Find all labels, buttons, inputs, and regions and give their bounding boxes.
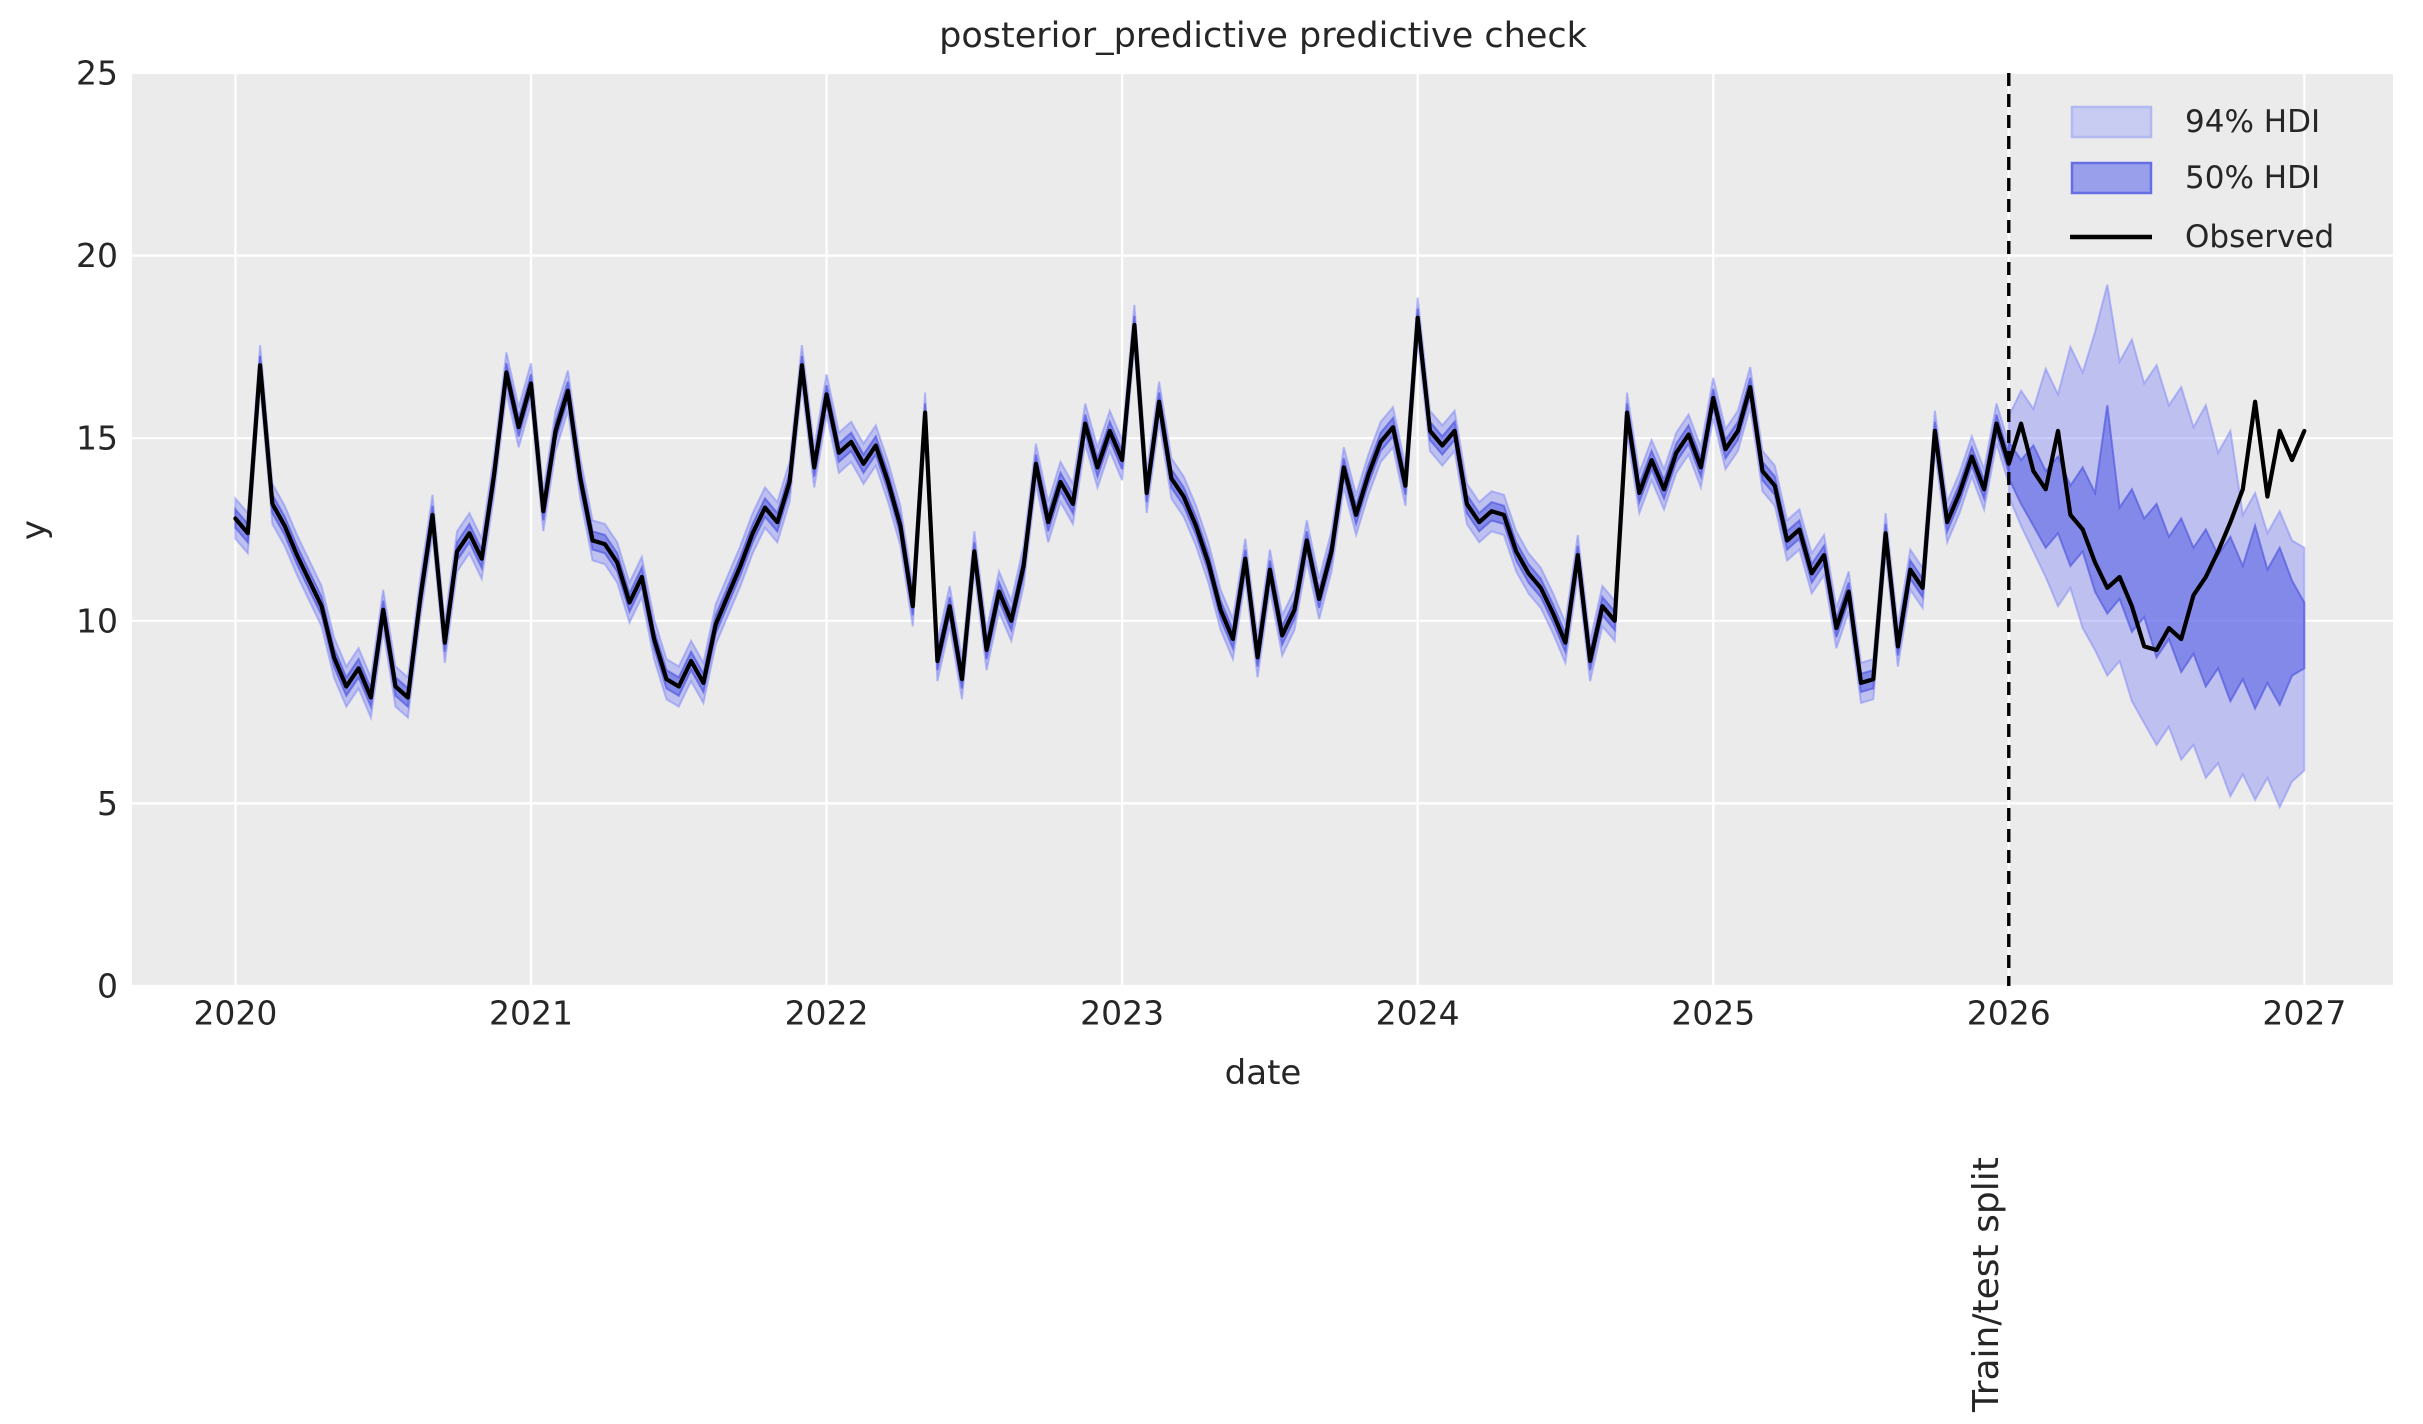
- y-tick-label: 10: [76, 601, 118, 640]
- tick-labels: 2020 2021 2022 2023 2024 2025 2026 202705101520…: [76, 54, 2346, 1033]
- x-tick-label: 2021: [489, 994, 573, 1033]
- x-tick-label: 2022: [785, 994, 869, 1033]
- y-tick-label: 15: [76, 419, 118, 458]
- x-tick-label: 2027: [2262, 994, 2346, 1033]
- y-tick-label: 25: [76, 54, 118, 93]
- legend: 94% HDI 50% HDI Observed: [2070, 104, 2334, 255]
- chart-title: posterior_predictive predictive check: [939, 16, 1587, 56]
- y-tick-label: 0: [97, 967, 118, 1006]
- x-tick-label: 2026: [1967, 994, 2051, 1033]
- train-test-split-label: Train/test split: [1966, 1157, 2007, 1413]
- plot-area: [132, 73, 2393, 986]
- x-tick-label: 2025: [1671, 994, 1755, 1033]
- y-tick-label: 20: [76, 236, 118, 275]
- x-tick-label: 2024: [1376, 994, 1460, 1033]
- legend-label-observed: Observed: [2185, 219, 2334, 255]
- legend-label-94-hdi: 94% HDI: [2185, 104, 2320, 140]
- series: [233, 73, 2307, 986]
- x-tick-label: 2023: [1080, 994, 1164, 1033]
- legend-label-50-hdi: 50% HDI: [2185, 160, 2320, 196]
- legend-swatch-50-hdi: [2070, 161, 2153, 195]
- y-tick-label: 5: [97, 784, 118, 823]
- x-axis-label: date: [1225, 1053, 1302, 1093]
- hdi50-forecast-band: [2007, 405, 2306, 711]
- legend-swatch-94-hdi: [2070, 105, 2153, 139]
- y-axis-label: y: [14, 520, 54, 540]
- observed-line: [233, 315, 2307, 700]
- x-tick-label: 2020: [193, 994, 277, 1033]
- plot-background: [132, 73, 2393, 986]
